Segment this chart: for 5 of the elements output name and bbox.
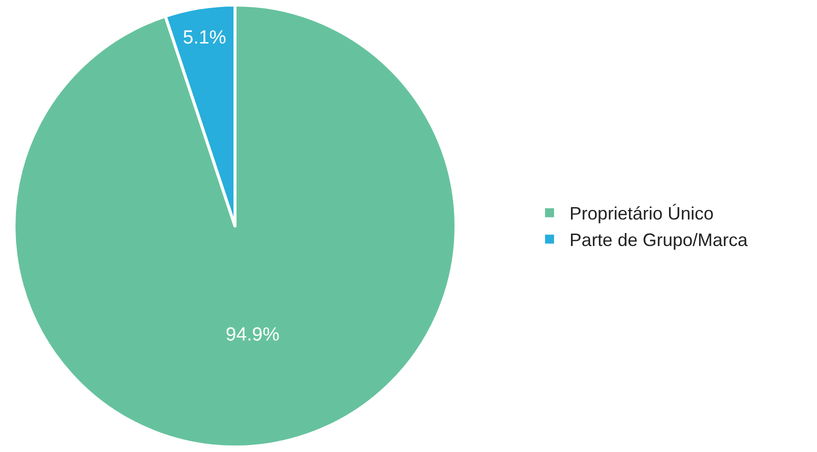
data-label: 94.9% bbox=[226, 324, 280, 346]
legend-label: Parte de Grupo/Marca bbox=[570, 230, 749, 250]
data-label: 5.1% bbox=[182, 27, 226, 48]
legend-label: Proprietário Único bbox=[570, 204, 714, 224]
pie-slice bbox=[12, 4, 458, 448]
